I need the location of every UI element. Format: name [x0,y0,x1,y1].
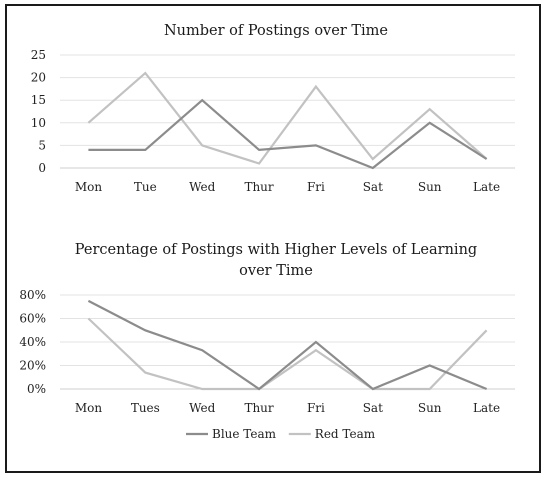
legend-label-blue: Blue Team [212,427,277,441]
chart-2-xtick-label-fri: Fri [307,401,325,415]
chart-2-xtick-label-wed: Wed [189,401,215,415]
chart-1-xtick-label-late: Late [473,180,500,194]
chart-2-xtick-label-late: Late [473,401,500,415]
chart-1-ytick-label: 15 [31,93,46,107]
figure-frame [5,4,541,473]
chart-2-xtick-label-sun: Sun [418,401,442,415]
chart-2-xtick-label-thur: Thur [244,401,273,415]
chart-1-xtick-label-fri: Fri [307,180,325,194]
chart-1-title-line-1: Number of Postings over Time [164,23,388,39]
chart-1-xtick-label-wed: Wed [189,180,215,194]
chart-1-ytick-label: 0 [38,161,46,175]
chart-1-ytick-label: 5 [38,138,46,152]
chart-2-xtick-label-mon: Mon [75,401,103,415]
chart-1-ytick-label: 25 [31,48,46,62]
chart-1-xtick-label-tue: Tue [134,180,157,194]
chart-2-xtick-label-tues: Tues [131,401,160,415]
chart-1-xtick-label-sun: Sun [418,180,442,194]
chart-1-xtick-label-thur: Thur [244,180,273,194]
chart-2-ytick-label: 0% [27,382,46,396]
chart-2-ytick-label: 80% [19,288,46,302]
chart-2-ytick-label: 60% [19,312,46,326]
legend-label-red: Red Team [315,427,376,441]
chart-2-ytick-label: 40% [19,335,46,349]
chart-1-series-red-line [87,71,488,165]
chart-1-xtick-label-sat: Sat [363,180,383,194]
chart-1-xtick-label-mon: Mon [75,180,103,194]
chart-2-xtick-label-sat: Sat [363,401,383,415]
chart-2-title-line-2: over Time [239,263,313,279]
chart-2-series-red-line [87,317,488,391]
chart-2-series-blue-line [87,299,488,391]
chart-1-ytick-label: 10 [31,116,46,130]
chart-2-ytick-label: 20% [19,359,46,373]
chart-1-ytick-label: 20 [31,71,46,85]
chart-1-series-blue-line [88,98,488,170]
chart-2-title-line-1: Percentage of Postings with Higher Level… [75,242,477,258]
